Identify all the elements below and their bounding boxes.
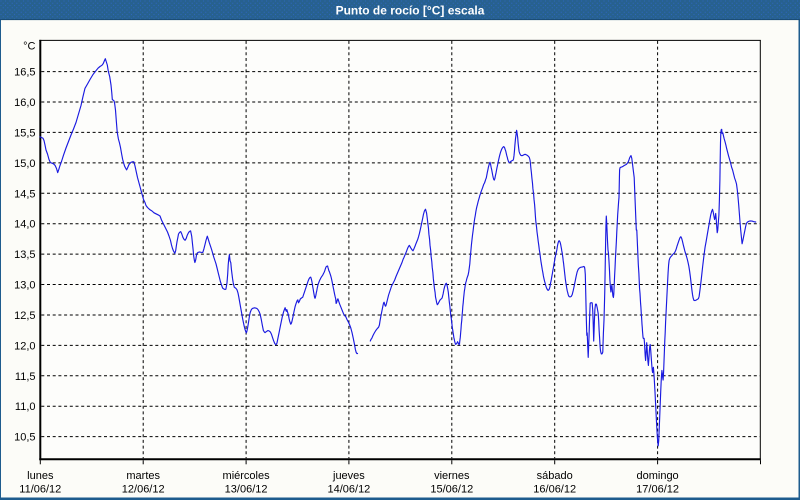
svg-text:miércoles: miércoles — [223, 470, 271, 482]
svg-text:sábado: sábado — [537, 470, 573, 482]
svg-text:17/06/12: 17/06/12 — [636, 484, 679, 496]
svg-text:10,5: 10,5 — [14, 432, 35, 444]
svg-text:11,5: 11,5 — [15, 371, 36, 383]
svg-text:15,5: 15,5 — [14, 127, 35, 139]
svg-text:16,5: 16,5 — [14, 67, 35, 79]
svg-text:14,5: 14,5 — [14, 188, 35, 200]
svg-text:15,0: 15,0 — [14, 158, 35, 170]
svg-text:13,0: 13,0 — [14, 280, 35, 292]
svg-text:11,0: 11,0 — [15, 401, 36, 413]
svg-text:12/06/12: 12/06/12 — [122, 484, 165, 496]
svg-text:Punto de rocío [°C] escala: Punto de rocío [°C] escala — [336, 3, 485, 17]
svg-text:16,0: 16,0 — [14, 97, 35, 109]
svg-text:°C: °C — [23, 41, 35, 53]
svg-text:15/06/12: 15/06/12 — [430, 484, 473, 496]
svg-text:martes: martes — [126, 470, 160, 482]
svg-text:12,5: 12,5 — [14, 310, 35, 322]
svg-text:14/06/12: 14/06/12 — [327, 484, 370, 496]
svg-text:12,0: 12,0 — [14, 340, 35, 352]
svg-text:jueves: jueves — [332, 470, 365, 482]
svg-text:11/06/12: 11/06/12 — [19, 484, 61, 496]
svg-text:13/06/12: 13/06/12 — [225, 484, 268, 496]
svg-text:lunes: lunes — [27, 470, 54, 482]
svg-text:14,0: 14,0 — [14, 219, 35, 231]
svg-text:16/06/12: 16/06/12 — [533, 484, 576, 496]
svg-text:13,5: 13,5 — [14, 249, 35, 261]
svg-text:domingo: domingo — [636, 470, 678, 482]
svg-text:viernes: viernes — [434, 470, 470, 482]
